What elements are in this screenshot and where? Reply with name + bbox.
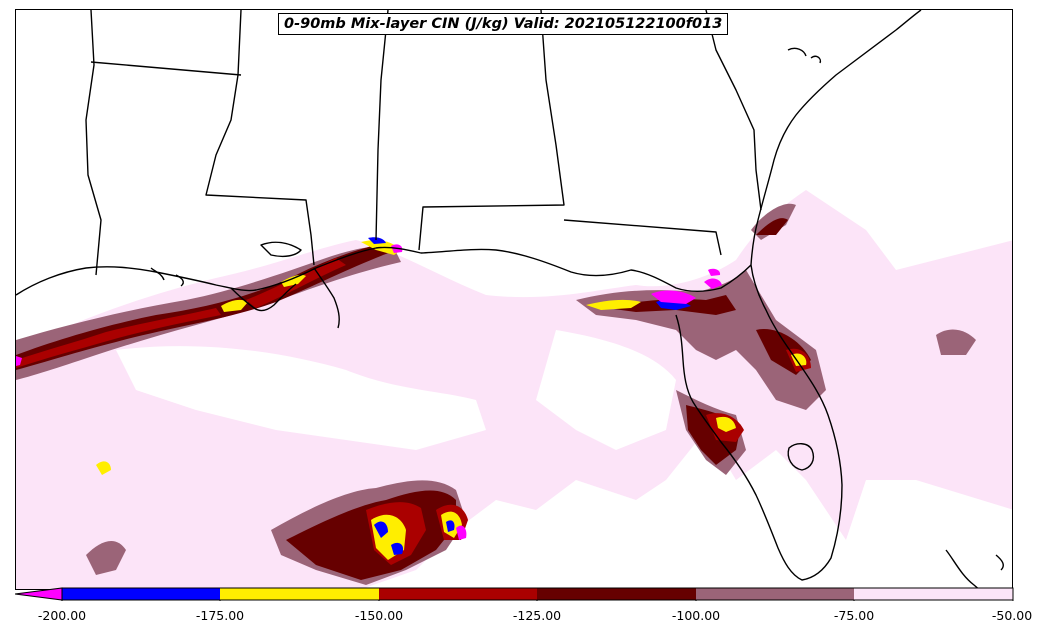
colorbar-tick-label: -75.00	[833, 608, 875, 623]
colorbar-segment-blue	[62, 588, 220, 600]
colorbar-underflow-triangle	[15, 587, 63, 601]
colorbar-segment-yellow	[220, 588, 379, 600]
colorbar-tick-label: -150.00	[354, 608, 404, 623]
colorbar-segment-red	[379, 588, 537, 600]
colorbar-tick-label: -100.00	[671, 608, 721, 623]
map-canvas	[16, 10, 1012, 589]
colorbar-segment-maroon	[537, 588, 696, 600]
colorbar-segment-pink	[854, 588, 1013, 600]
coastlines-and-borders	[16, 10, 1004, 589]
cin-shading-light	[16, 190, 1012, 589]
colorbar	[15, 587, 1014, 601]
colorbar-segment-mauve	[696, 588, 854, 600]
colorbar-tick-label: -200.00	[37, 608, 87, 623]
map-title: 0-90mb Mix-layer CIN (J/kg) Valid: 20210…	[278, 13, 729, 35]
colorbar-tick-label: -125.00	[512, 608, 562, 623]
cin-shading-yellow	[96, 240, 807, 560]
colorbar-tick-label: -50.00	[991, 608, 1033, 623]
colorbar-tick-label: -175.00	[195, 608, 245, 623]
colorbar-ticks	[61, 600, 1014, 601]
map-panel	[15, 9, 1013, 590]
